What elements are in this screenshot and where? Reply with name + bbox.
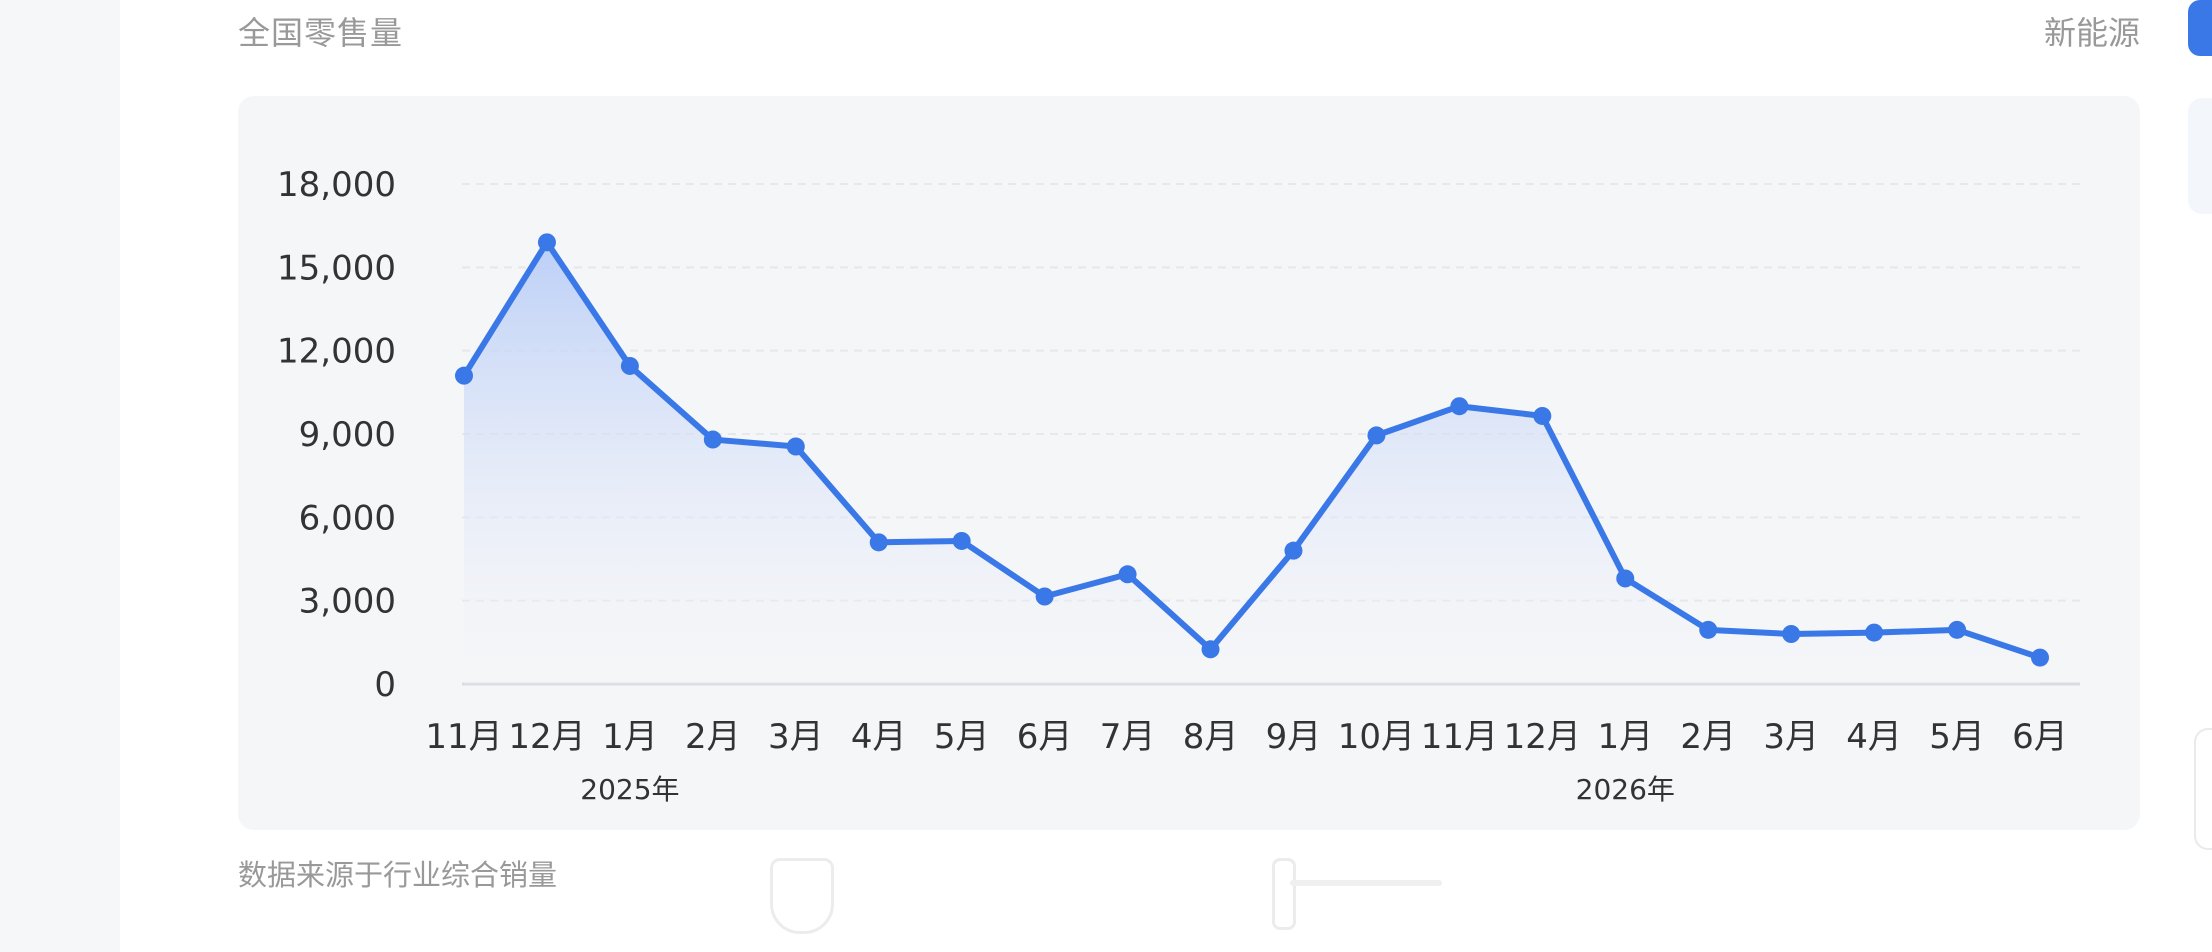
data-point xyxy=(455,366,473,385)
data-point xyxy=(1035,587,1054,606)
x-tick-label: 12月 xyxy=(508,717,585,757)
y-tick-label: 15,000 xyxy=(277,248,396,288)
data-point xyxy=(952,531,971,550)
data-point xyxy=(786,437,805,456)
data-point xyxy=(2031,648,2049,667)
data-point xyxy=(620,356,639,375)
data-point xyxy=(869,533,888,552)
x-tick-label: 8月 xyxy=(1183,717,1239,757)
year-label: 2025年 xyxy=(580,773,679,806)
x-tick-label: 5月 xyxy=(934,717,990,757)
y-tick-label: 12,000 xyxy=(277,332,396,372)
data-point xyxy=(1284,541,1303,560)
faded-overlay-bar xyxy=(1290,880,1442,886)
year-labels: 2025年 2026年 xyxy=(580,773,1675,806)
chart-card: 0 3,000 6,000 9,000 12,000 15,000 18,000 11月 12… xyxy=(238,96,2140,830)
data-point xyxy=(1699,620,1718,639)
faded-overlay-knob xyxy=(1272,858,1296,930)
y-tick-label: 9,000 xyxy=(299,415,396,455)
series-line xyxy=(461,239,2043,661)
x-tick-label: 9月 xyxy=(1266,717,1322,757)
x-tick-label: 1月 xyxy=(1597,717,1653,757)
x-tick-label: 5月 xyxy=(1929,717,1985,757)
data-point xyxy=(1782,625,1801,643)
y-tick-label: 18,000 xyxy=(277,165,396,205)
side-panel-edge xyxy=(2188,98,2212,214)
chart-title: 全国零售量 xyxy=(238,14,404,52)
year-label: 2026年 xyxy=(1576,773,1675,806)
data-point xyxy=(703,430,722,449)
series-area xyxy=(464,242,2040,685)
x-tick-label: 3月 xyxy=(768,717,824,757)
x-tick-label: 2月 xyxy=(685,717,741,757)
x-tick-label: 11月 xyxy=(1421,717,1498,757)
x-tick-label: 11月 xyxy=(425,717,502,757)
data-point xyxy=(1948,620,1967,639)
faded-overlay-handle xyxy=(770,858,834,934)
x-tick-label: 6月 xyxy=(2012,717,2068,757)
point-layer xyxy=(455,233,2049,667)
data-point xyxy=(1865,623,1884,642)
left-gutter xyxy=(0,0,120,952)
x-tick-label: 1月 xyxy=(602,717,658,757)
x-tick-label: 4月 xyxy=(851,717,907,757)
x-tick-label: 2月 xyxy=(1680,717,1736,757)
side-tab-accent[interactable] xyxy=(2188,0,2212,56)
data-point xyxy=(1367,426,1386,445)
y-tick-label: 6,000 xyxy=(299,498,396,538)
data-point xyxy=(1201,640,1220,659)
side-panel-edge-lower xyxy=(2194,728,2212,850)
area-layer xyxy=(464,242,2040,685)
x-tick-label: 6月 xyxy=(1017,717,1073,757)
x-tick-label: 4月 xyxy=(1846,717,1902,757)
y-tick-label: 0 xyxy=(374,665,396,705)
data-source-note: 数据来源于行业综合销量 xyxy=(238,858,558,892)
y-tick-label: 3,000 xyxy=(299,582,396,622)
y-axis-ticks: 0 3,000 6,000 9,000 12,000 15,000 18,000 xyxy=(277,165,396,705)
x-tick-label: 3月 xyxy=(1763,717,1819,757)
line-layer xyxy=(461,239,2043,661)
x-tick-label: 10月 xyxy=(1338,717,1415,757)
x-tick-label: 12月 xyxy=(1504,717,1581,757)
x-axis-ticks: 11月 12月 1月 2月 3月 4月 5月 6月 7月 8月 9月 10月 11月 12月 1月 2月 3月 4… xyxy=(425,717,2067,757)
data-point xyxy=(1533,406,1552,425)
data-point xyxy=(1450,397,1469,416)
x-tick-label: 7月 xyxy=(1100,717,1156,757)
data-point xyxy=(1616,569,1635,588)
data-point xyxy=(537,233,556,252)
category-tag[interactable]: 新能源 xyxy=(2043,14,2140,52)
data-point xyxy=(1118,565,1137,584)
